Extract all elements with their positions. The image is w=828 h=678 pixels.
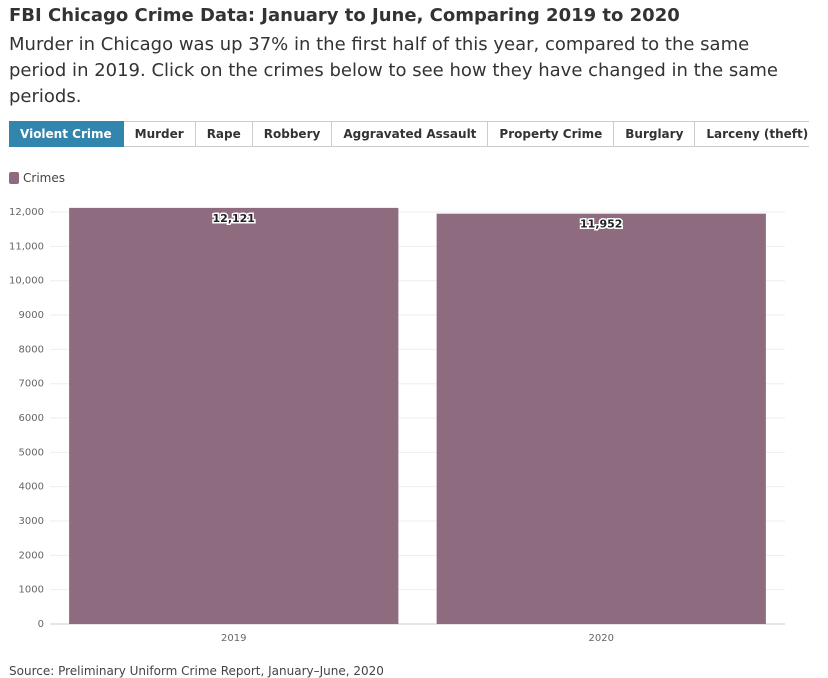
- tab[interactable]: Aggravated Assault: [332, 121, 489, 147]
- tab[interactable]: Rape: [195, 121, 253, 147]
- legend-label: Crimes: [23, 171, 65, 185]
- y-tick-label: 8000: [19, 344, 44, 355]
- y-tick-label: 3000: [19, 516, 44, 527]
- tab[interactable]: Violent Crime: [9, 121, 124, 147]
- y-tick-label: 6000: [19, 413, 44, 424]
- tab[interactable]: Burglary: [614, 121, 696, 147]
- y-tick-label: 0: [38, 619, 44, 630]
- x-tick-label: 2019: [221, 633, 246, 644]
- tab[interactable]: Murder: [123, 121, 196, 147]
- chart-subtitle: Murder in Chicago was up 37% in the firs…: [9, 34, 778, 107]
- chart: Crimes 0 1000 2000 3000 4000 5000 6000 7000 8000 9…: [9, 171, 785, 644]
- y-tick-label: 4000: [19, 482, 44, 493]
- y-tick-label: 12,000: [9, 207, 44, 218]
- tab-bar: Violent Crime Murder Rape Robbery Aggravated…: [9, 121, 809, 147]
- tab[interactable]: Larceny (theft): [695, 121, 809, 147]
- value-label: 11,952: [580, 218, 622, 231]
- y-tick-label: 11,000: [9, 241, 44, 252]
- tab[interactable]: Robbery: [252, 121, 333, 147]
- x-tick-label: 2020: [589, 633, 614, 644]
- bar: [69, 207, 399, 624]
- y-tick-label: 9000: [19, 310, 44, 321]
- tab[interactable]: Property Crime: [488, 121, 615, 147]
- y-tick-label: 2000: [19, 550, 44, 561]
- y-tick-label: 7000: [19, 379, 44, 390]
- y-tick-label: 5000: [19, 447, 44, 458]
- chart-title: FBI Chicago Crime Data: January to June,…: [9, 5, 680, 26]
- value-label: 12,121: [213, 212, 255, 225]
- bar: [436, 213, 766, 624]
- y-tick-label: 1000: [19, 585, 44, 596]
- source-note: Source: Preliminary Uniform Crime Report…: [9, 664, 384, 678]
- y-tick-label: 10,000: [9, 276, 44, 287]
- legend-swatch: [9, 172, 19, 184]
